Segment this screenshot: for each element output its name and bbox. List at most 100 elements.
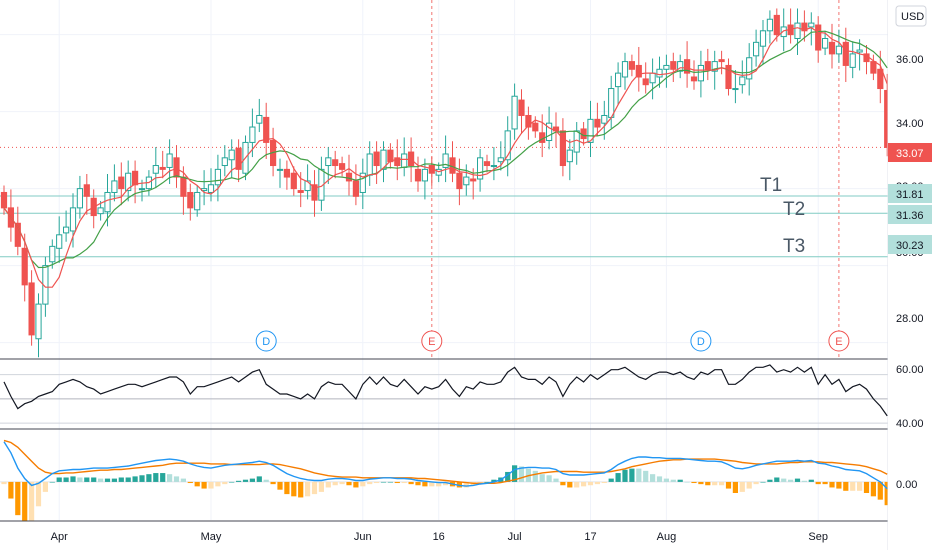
candle-down xyxy=(373,151,380,167)
candle-up xyxy=(63,226,70,234)
time-axis[interactable]: Apr May Jun 16 Jul 17 Aug Sep xyxy=(51,531,828,543)
price-tick-28: 28.00 xyxy=(896,313,924,325)
target-label-t2: T2 xyxy=(783,199,805,220)
candle-up xyxy=(504,130,511,161)
macd-histogram-bar xyxy=(884,481,890,506)
candle-down xyxy=(642,78,649,86)
macd-histogram-bar xyxy=(719,481,725,486)
macd-histogram-bar xyxy=(615,473,621,482)
candle-down xyxy=(83,184,90,197)
macd-histogram-bar xyxy=(788,479,794,482)
macd-histogram-bar xyxy=(63,477,69,482)
event-badge-label: E xyxy=(835,336,842,348)
candle-up xyxy=(138,188,146,191)
candle-up xyxy=(166,153,173,168)
candle-up xyxy=(207,184,215,193)
candle-down xyxy=(801,22,808,32)
macd-histogram-bar xyxy=(118,477,124,482)
macd-histogram-bar xyxy=(443,481,449,486)
macd-histogram-bar xyxy=(656,476,663,482)
candle-up xyxy=(490,165,497,168)
candle-up xyxy=(97,207,104,215)
macd-histogram-bar xyxy=(863,481,870,493)
candle-down xyxy=(815,24,822,51)
candle-up xyxy=(228,149,235,161)
candle-down xyxy=(0,191,8,209)
macd-histogram-bar xyxy=(77,477,83,482)
macd-histogram-bar xyxy=(346,481,352,486)
candle-down xyxy=(594,118,601,128)
candle-down xyxy=(290,172,297,190)
macd-histogram-bar xyxy=(774,477,780,482)
macd-histogram-bar xyxy=(760,481,766,483)
candle-down xyxy=(525,114,532,128)
candle-down xyxy=(842,41,849,66)
price-tick-34: 34.00 xyxy=(896,118,924,130)
macd-histogram-bar xyxy=(394,481,400,484)
macd-histogram-bar xyxy=(367,481,373,485)
macd-histogram-bar xyxy=(8,481,14,499)
macd-histogram-bar xyxy=(650,474,656,482)
candle-down xyxy=(339,163,346,170)
candle-down xyxy=(718,59,725,63)
last-price-tag xyxy=(888,143,932,162)
dividend-badge[interactable] xyxy=(690,330,712,352)
candle-down xyxy=(118,176,125,190)
macd-histogram-bar xyxy=(636,468,642,482)
currency-button-frame xyxy=(895,5,927,27)
candle-down xyxy=(28,282,35,336)
price-axis[interactable]: 36.00 34.00 32.00 30.00 28.00 60.00 40.0… xyxy=(888,0,932,550)
macd-histogram-bar xyxy=(581,481,587,487)
candle-down xyxy=(414,168,422,182)
macd-histogram-bar xyxy=(42,481,48,492)
panel-separators xyxy=(0,0,889,550)
candle-up xyxy=(759,30,767,47)
candle-up xyxy=(566,149,573,163)
macd-histogram-bar xyxy=(870,481,876,497)
price-tags: 33.07 31.81 31.36 30.23 xyxy=(888,143,932,254)
macd-histogram-bar xyxy=(553,478,559,482)
candle-up xyxy=(732,88,739,91)
macd-histogram-bar xyxy=(422,481,428,487)
earnings-badge[interactable] xyxy=(421,330,443,352)
macd-histogram-bar xyxy=(725,481,732,489)
candle-up xyxy=(601,114,608,124)
macd-histogram-bar xyxy=(781,478,787,482)
macd-histogram-bar xyxy=(256,476,262,482)
candle-up xyxy=(477,157,484,180)
dividend-badge[interactable] xyxy=(255,330,277,352)
candle-up xyxy=(587,118,594,143)
macd-histogram-bar xyxy=(518,466,525,482)
candle-up xyxy=(214,168,222,186)
macd-histogram-bar xyxy=(180,478,186,482)
macd-histogram-bar xyxy=(836,481,842,489)
candle-up xyxy=(746,57,753,80)
macd-histogram-bar xyxy=(173,476,180,482)
macd-histogram-bar xyxy=(560,481,566,486)
macd-histogram-bar xyxy=(339,481,345,485)
macd-tick-0: 0.00 xyxy=(896,479,917,491)
currency-button[interactable]: USD xyxy=(895,5,927,27)
macd-histogram-bar xyxy=(84,477,90,482)
candle-down xyxy=(635,64,642,78)
target-label-t1: T1 xyxy=(760,175,782,196)
candle-down xyxy=(132,170,139,186)
macd-histogram-bar xyxy=(829,481,835,488)
macd-histogram-bar xyxy=(311,481,318,495)
candle-up xyxy=(739,76,746,86)
target-labels: T1 T2 T3 xyxy=(760,175,805,257)
macd-histogram-bar xyxy=(705,481,711,486)
macd-histogram-bar xyxy=(843,481,849,491)
macd-histogram-bar xyxy=(380,481,387,483)
earnings-badge[interactable] xyxy=(828,330,850,352)
candle-down xyxy=(559,130,566,167)
candle-up xyxy=(221,157,228,167)
macd-histogram-bar xyxy=(305,481,311,497)
target-value-t2: 31.36 xyxy=(896,210,924,222)
macd-histogram-bar xyxy=(739,481,745,492)
macd-histogram-bar xyxy=(712,481,718,486)
candle-up xyxy=(822,37,829,49)
candle-down xyxy=(235,147,242,170)
